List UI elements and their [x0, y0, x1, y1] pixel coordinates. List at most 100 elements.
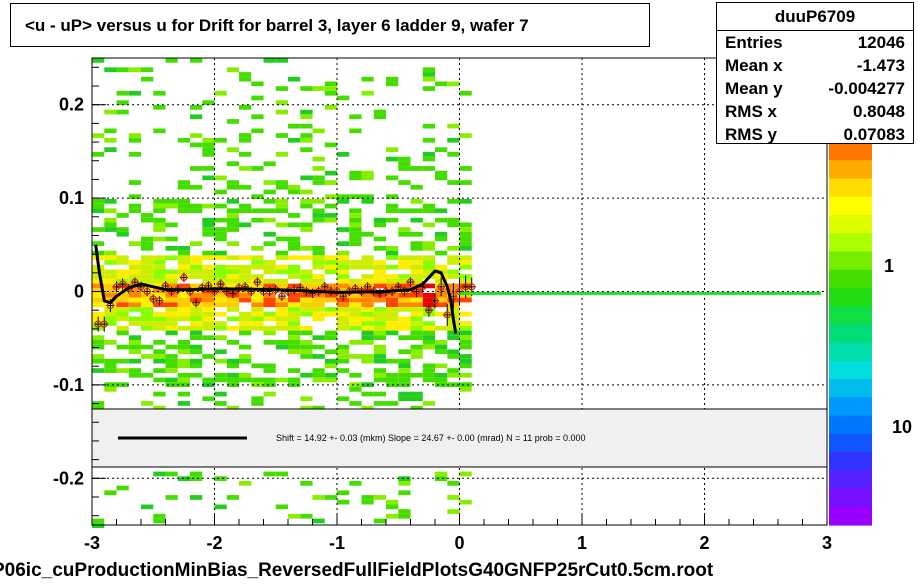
heatmap-cell — [447, 335, 460, 340]
heatmap-cell — [312, 175, 325, 181]
heatmap-cell — [447, 260, 460, 265]
profile-point — [437, 283, 445, 291]
heatmap-cell — [226, 297, 240, 303]
heatmap-cell — [104, 255, 117, 261]
heatmap-cell — [92, 152, 105, 157]
heatmap-cell — [398, 509, 411, 514]
heatmap-cell — [177, 358, 191, 364]
heatmap-cell — [349, 213, 362, 218]
heatmap-cell — [300, 349, 313, 355]
heatmap-cell — [373, 330, 387, 336]
heatmap-cell — [312, 246, 325, 251]
heatmap-cell — [386, 250, 399, 256]
stats-row-rms-y: RMS y 0.07083 — [717, 123, 913, 146]
heatmap-cell — [373, 246, 387, 251]
heatmap-cell — [153, 405, 166, 411]
heatmap-cell — [116, 307, 129, 312]
heatmap-cell — [275, 321, 289, 326]
heatmap-cell — [410, 330, 423, 336]
heatmap-cell — [324, 297, 338, 303]
heatmap-cell — [239, 311, 252, 317]
heatmap-cell — [141, 307, 154, 312]
stats-box: duuP6709 Entries 12046 Mean x -1.473 Mea… — [716, 2, 914, 144]
heatmap-cell — [422, 246, 436, 251]
heatmap-cell — [288, 321, 301, 326]
heatmap-cell — [300, 302, 313, 308]
heatmap-cell — [275, 255, 289, 261]
heatmap-cell — [422, 260, 436, 265]
heatmap-cell — [459, 222, 472, 228]
heatmap-cell — [324, 194, 338, 199]
heatmap-cell — [373, 335, 387, 340]
heatmap-cell — [435, 175, 448, 181]
heatmap-cell — [177, 377, 191, 383]
heatmap-cell — [177, 250, 191, 256]
heatmap-cell — [459, 311, 472, 317]
heatmap-cell — [239, 278, 252, 284]
heatmap-cell — [410, 241, 423, 246]
heatmap-cell — [349, 278, 362, 284]
heatmap-cell — [349, 481, 362, 486]
heatmap-cell — [300, 330, 313, 336]
heatmap-cell — [226, 222, 240, 228]
stats-value: 0.8048 — [853, 102, 905, 121]
heatmap-cell — [398, 283, 411, 289]
heatmap-cell — [104, 199, 117, 204]
heatmap-cell — [361, 321, 374, 326]
axis-ticks: -3 -2 -1 0 1 2 3 -0.2 -0.1 0 0.1 0.2 — [53, 66, 832, 553]
palette-swatch — [829, 196, 872, 216]
heatmap-cell — [422, 67, 436, 73]
heatmap-cell — [312, 250, 325, 256]
heatmap-cell — [447, 509, 460, 514]
heatmap-cell — [251, 307, 264, 312]
heatmap-cell — [128, 90, 142, 96]
heatmap-cell — [165, 283, 178, 289]
heatmap-cell — [312, 255, 325, 261]
heatmap-cell — [349, 354, 362, 359]
heatmap-cell — [92, 297, 105, 303]
heatmap-cell — [337, 302, 350, 308]
heatmap-cell — [288, 368, 301, 373]
heatmap-cell — [251, 325, 264, 331]
heatmap-cell — [214, 297, 227, 303]
heatmap-cell — [263, 311, 276, 317]
heatmap-cell — [386, 316, 399, 322]
heatmap-cell — [386, 264, 399, 270]
heatmap-cell — [153, 227, 166, 232]
heatmap-cell — [312, 354, 325, 359]
heatmap-cell — [361, 274, 374, 279]
heatmap-cell — [300, 114, 313, 120]
heatmap-cell — [116, 311, 129, 317]
heatmap-cell — [435, 377, 448, 383]
chart-title: <u - uP> versus u for Drift for barrel 3… — [10, 3, 650, 47]
heatmap-cell — [141, 354, 154, 359]
heatmap-cell — [190, 264, 203, 270]
heatmap-cell — [214, 325, 227, 331]
heatmap-cell — [288, 189, 301, 195]
heatmap-cell — [214, 288, 227, 293]
heatmap-cell — [190, 344, 203, 350]
heatmap-cell — [190, 142, 203, 148]
heatmap-cell — [312, 368, 325, 373]
heatmap-cell — [373, 311, 387, 317]
heatmap-cell — [288, 293, 301, 298]
heatmap-cell — [263, 363, 276, 369]
heatmap-cell — [337, 255, 350, 261]
heatmap-cell — [214, 335, 227, 340]
heatmap-cell — [349, 387, 362, 392]
heatmap-cell — [288, 76, 301, 82]
palette-swatch — [829, 433, 872, 453]
heatmap-cell — [251, 302, 264, 308]
heatmap-cell — [239, 105, 252, 110]
heatmap-cell — [373, 297, 387, 303]
heatmap-cell — [398, 349, 411, 355]
heatmap-cell — [337, 490, 350, 496]
heatmap-cell — [361, 278, 374, 284]
heatmap-cell — [361, 90, 374, 96]
heatmap-cell — [104, 208, 117, 214]
heatmap-cell — [361, 391, 374, 397]
heatmap-cell — [312, 213, 325, 218]
heatmap-cell — [226, 213, 240, 218]
heatmap-cell — [177, 340, 191, 345]
